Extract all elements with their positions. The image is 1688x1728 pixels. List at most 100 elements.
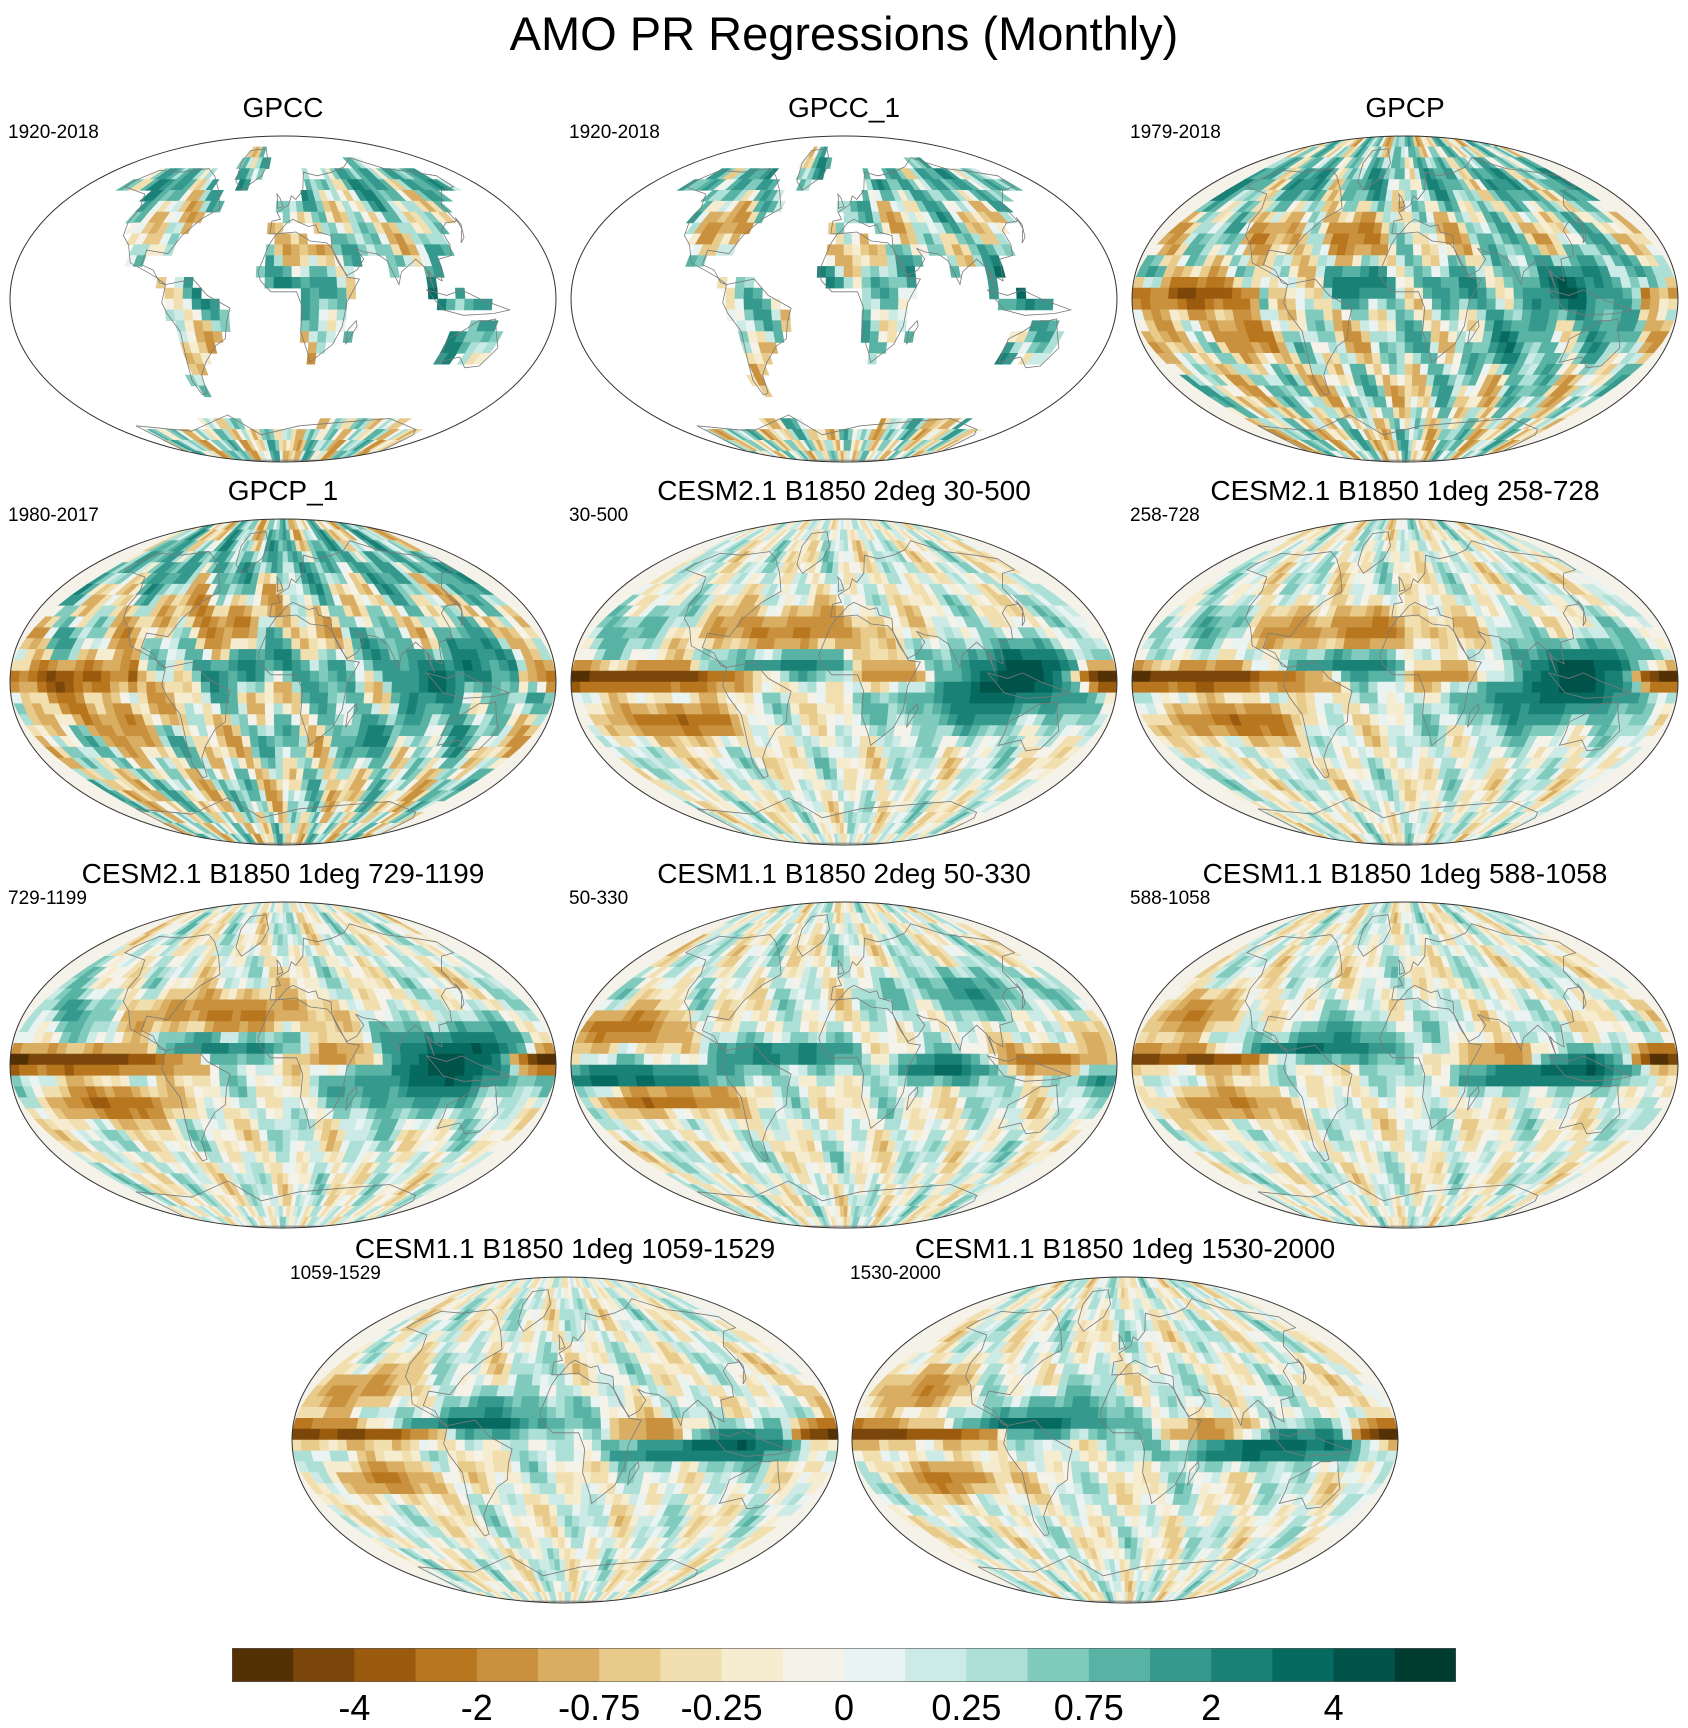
field-cell	[1213, 287, 1225, 300]
field-cell	[276, 450, 281, 462]
field-cell	[1429, 342, 1440, 354]
field-cell	[1313, 287, 1324, 300]
field-cell	[1331, 287, 1342, 300]
field-cell	[282, 779, 290, 792]
panel-period: 30-500	[569, 505, 629, 526]
field-cell	[337, 287, 348, 300]
field-cell	[282, 660, 293, 672]
field-cell	[282, 572, 290, 585]
field-cell	[273, 255, 284, 267]
field-cell	[1389, 374, 1399, 387]
field-cell	[1024, 298, 1036, 311]
field-cell	[790, 450, 807, 462]
field-cell	[1231, 298, 1243, 311]
field-cell	[326, 266, 338, 278]
field-cell	[309, 309, 320, 321]
field-cell	[878, 266, 890, 278]
field-cell	[290, 244, 301, 256]
field-cell	[876, 450, 891, 462]
field-cell	[1495, 287, 1506, 300]
field-cell	[219, 692, 230, 704]
field-cell	[1359, 298, 1370, 311]
field-cell	[858, 450, 868, 462]
coastline	[257, 614, 361, 747]
field-cell	[1359, 266, 1371, 278]
field-cell	[237, 681, 248, 694]
coastline	[997, 318, 1060, 369]
field-cell	[137, 681, 148, 694]
field-cell	[249, 736, 260, 748]
field-cell	[1485, 309, 1497, 321]
map-plot	[9, 135, 557, 463]
field-cell	[255, 670, 266, 683]
field-cell	[1368, 320, 1379, 332]
field-cell	[249, 833, 261, 845]
field-cell	[364, 681, 375, 694]
field-cell	[1350, 266, 1362, 278]
coastline	[830, 157, 1019, 291]
field-cell	[318, 692, 329, 704]
field-cell	[1531, 287, 1542, 300]
field-cell	[1404, 287, 1415, 300]
field-cell	[10, 681, 21, 694]
field-cell	[290, 746, 300, 759]
field-cell	[118, 681, 130, 694]
field-cell	[787, 450, 805, 462]
field-cell	[399, 692, 411, 704]
field-cell	[1412, 233, 1422, 245]
field-cell	[246, 660, 257, 672]
field-cell	[1438, 331, 1450, 343]
field-cell	[381, 660, 393, 672]
coastline	[1398, 192, 1406, 209]
field-cell	[1268, 298, 1279, 311]
field-cell	[282, 714, 293, 726]
field-cell	[322, 833, 340, 845]
field-cell	[1370, 244, 1381, 256]
field-cell	[46, 670, 57, 683]
map-panel: GPCP 1979-2018	[1130, 92, 1680, 472]
field-cell	[247, 638, 258, 650]
field-cell	[1332, 277, 1343, 289]
field-cell	[1195, 298, 1206, 311]
field-cell	[1380, 222, 1391, 235]
field-cell	[146, 692, 158, 704]
field-cell	[826, 255, 836, 267]
field-cell	[300, 287, 311, 300]
field-cell	[1458, 277, 1469, 289]
field-cell	[752, 298, 763, 311]
field-cell	[1368, 298, 1379, 311]
coastline	[161, 278, 231, 396]
coastline	[683, 168, 782, 285]
field-cell	[269, 450, 276, 462]
field-cell	[1613, 298, 1624, 311]
field-cell	[274, 746, 284, 759]
field-cell	[300, 450, 310, 462]
field-cell	[191, 660, 203, 672]
field-cell	[853, 450, 861, 462]
field-cell	[1353, 342, 1364, 354]
field-cell	[10, 670, 21, 683]
field-cell	[1313, 277, 1325, 289]
field-cell	[315, 342, 327, 354]
field-cell	[1295, 309, 1307, 321]
field-cell	[1399, 429, 1406, 441]
field-cell	[233, 833, 249, 845]
field-cell	[191, 287, 202, 300]
field-cell	[265, 638, 275, 650]
field-cell	[237, 660, 248, 672]
field-cell	[315, 833, 330, 845]
field-cell	[312, 450, 327, 462]
field-cell	[1427, 450, 1439, 462]
field-cell	[291, 670, 302, 683]
field-cell	[173, 692, 185, 704]
field-cell	[1379, 233, 1390, 245]
field-cell	[1421, 255, 1432, 267]
field-cell	[1371, 233, 1382, 245]
field-cell	[307, 450, 320, 462]
field-cell	[870, 298, 881, 311]
field-cell	[239, 725, 251, 737]
field-cell	[1658, 287, 1670, 300]
field-cell	[725, 298, 736, 311]
field-cell	[282, 605, 292, 618]
field-cell	[336, 660, 347, 672]
